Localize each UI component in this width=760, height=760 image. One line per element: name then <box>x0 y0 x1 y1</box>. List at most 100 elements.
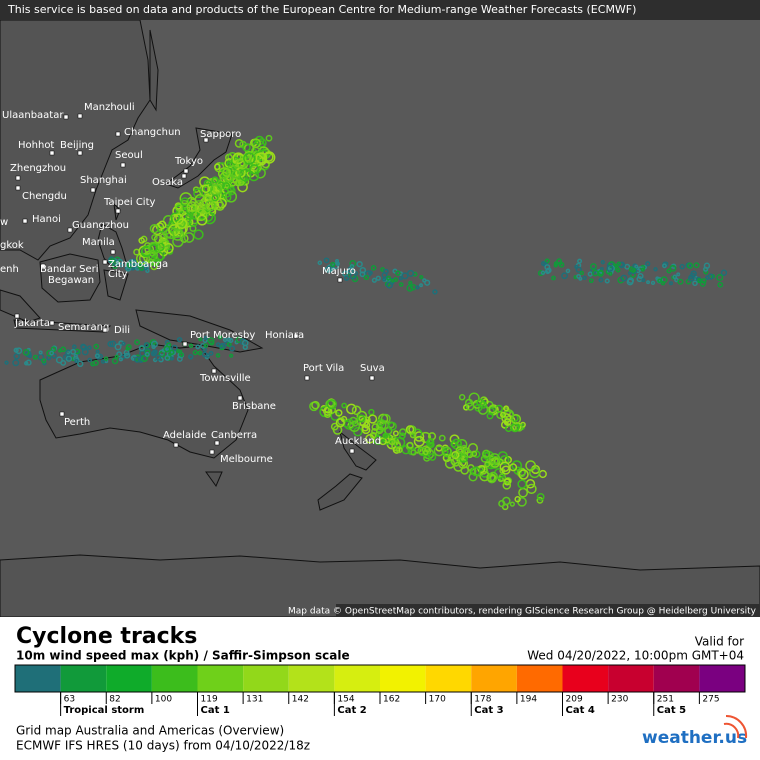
track-point <box>317 260 323 266</box>
city-label: Ulaanbaatar <box>2 110 64 121</box>
track-point <box>468 472 478 482</box>
track-point <box>375 275 381 281</box>
track-point <box>326 265 331 270</box>
track-point <box>100 359 106 364</box>
city-label: Beijing <box>60 140 94 151</box>
track-point <box>575 266 582 273</box>
track-point <box>194 203 205 214</box>
city-dot <box>102 327 108 333</box>
city-dot <box>49 150 55 156</box>
track-point <box>514 496 521 503</box>
track-point <box>180 197 190 207</box>
track-point <box>687 274 695 282</box>
city-label: Hanoi <box>32 214 61 225</box>
track-point <box>207 337 215 345</box>
track-point <box>496 410 505 420</box>
track-point <box>51 353 57 359</box>
city-label: w <box>0 217 8 228</box>
track-point <box>503 405 510 412</box>
track-point <box>234 179 241 187</box>
city-label: Zamboanga <box>108 259 168 270</box>
track-point <box>395 270 401 276</box>
track-point <box>545 267 552 274</box>
city-label: Suva <box>360 363 385 374</box>
track-point <box>398 276 403 281</box>
track-point <box>626 278 634 286</box>
track-point <box>489 457 501 468</box>
city-dot <box>209 449 215 455</box>
track-point <box>215 353 221 358</box>
track-point <box>72 344 77 349</box>
track-point <box>145 268 150 274</box>
track-point <box>193 229 204 240</box>
city-dot <box>15 175 21 181</box>
track-point <box>169 356 174 361</box>
city-dot <box>203 137 209 143</box>
track-point <box>386 275 392 281</box>
track-point <box>502 481 512 490</box>
track-point <box>553 261 559 266</box>
track-point <box>157 220 167 230</box>
footer-line: Grid map Australia and Americas (Overvie… <box>16 724 284 738</box>
track-point <box>65 355 73 362</box>
track-point <box>716 274 724 282</box>
track-point <box>58 348 63 353</box>
track-point <box>662 263 667 269</box>
track-point <box>265 134 273 142</box>
track-point <box>401 272 409 280</box>
cyclone-tracks <box>4 134 728 511</box>
track-point <box>144 351 150 357</box>
track-point <box>172 213 184 225</box>
scale-cell <box>516 665 563 692</box>
scale-tick-label: 209 <box>566 695 583 705</box>
track-point <box>428 441 435 449</box>
track-point <box>472 450 481 458</box>
track-point <box>22 349 30 356</box>
track-point <box>138 265 145 271</box>
track-point <box>415 285 420 290</box>
track-point <box>410 449 417 456</box>
track-point <box>511 460 523 471</box>
track-point <box>24 361 29 366</box>
scale-cell <box>60 665 107 692</box>
notice-bar <box>0 0 760 20</box>
scale-cell <box>15 665 61 692</box>
track-point <box>453 461 464 472</box>
track-point <box>347 267 354 275</box>
track-point <box>155 354 162 361</box>
track-point <box>171 344 178 352</box>
city-label: Port Moresby <box>190 330 255 341</box>
track-point <box>516 468 526 478</box>
track-point <box>488 453 501 465</box>
track-point <box>390 278 395 283</box>
track-point <box>388 437 396 446</box>
city-label: Chengdu <box>22 191 67 202</box>
track-point <box>201 351 208 358</box>
city-label: Manila <box>82 237 115 248</box>
track-point <box>488 404 498 414</box>
city-dot <box>115 208 121 214</box>
city-dot <box>181 173 187 179</box>
city-dot <box>40 263 46 269</box>
track-point <box>501 465 511 475</box>
city-label: Osaka <box>152 177 183 188</box>
track-point <box>41 358 47 364</box>
category-label: Cat 5 <box>657 705 686 716</box>
track-point <box>697 278 702 283</box>
city-label: enh <box>0 264 19 275</box>
attribution: Map data © OpenStreetMap contributors, r… <box>288 607 757 617</box>
track-point <box>198 337 203 342</box>
track-point <box>229 345 236 352</box>
track-point <box>114 354 119 359</box>
track-point <box>203 335 209 340</box>
city-dot <box>211 368 217 374</box>
track-point <box>346 403 357 415</box>
track-point <box>114 343 122 351</box>
track-point <box>407 269 415 277</box>
city-dot <box>115 131 121 137</box>
track-point <box>197 350 203 356</box>
scale-tick-label: 142 <box>292 695 309 705</box>
track-point <box>669 264 677 272</box>
track-point <box>422 449 429 456</box>
